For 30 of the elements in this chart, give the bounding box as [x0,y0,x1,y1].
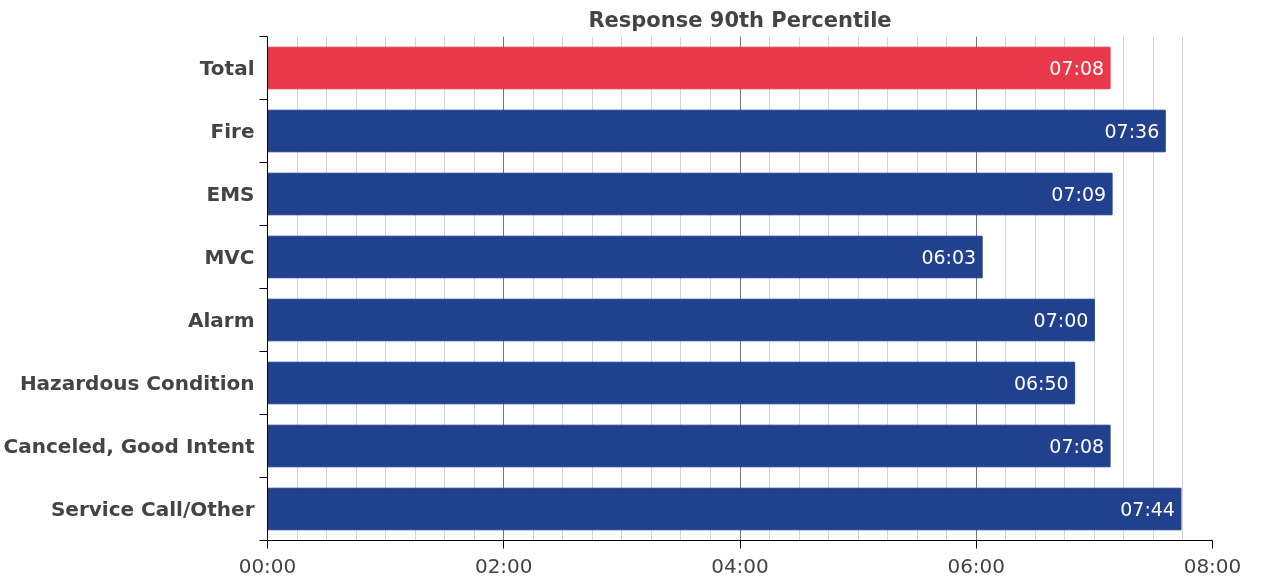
data-label: 06:50 [1013,372,1069,394]
bar [267,46,1111,90]
data-label: 07:08 [1049,57,1105,79]
data-label: 07:08 [1049,435,1105,457]
chart-title: Response 90th Percentile [588,7,892,32]
y-tick-label: Total [199,56,255,80]
y-tick-label: MVC [204,245,255,269]
x-tick-label: 08:00 [1183,553,1242,578]
bar [267,487,1182,531]
bar [267,361,1076,405]
data-label: 07:00 [1033,309,1089,331]
y-tick-label: Hazardous Condition [19,371,255,395]
data-label: 06:03 [921,246,977,268]
y-tick-label: Canceled, Good Intent [3,434,255,458]
bar [267,235,983,279]
data-label: 07:09 [1051,183,1107,205]
data-label: 07:44 [1120,498,1175,520]
x-tick-label: 04:00 [711,553,769,578]
bar [267,109,1166,153]
y-tick-label: Alarm [187,308,255,332]
bar [267,424,1111,468]
x-tick-label: 00:00 [238,553,297,578]
y-tick-label: EMS [206,182,255,206]
y-tick-label: Fire [210,119,255,143]
x-tick-label: 02:00 [474,553,533,578]
bar [267,298,1095,342]
x-tick-label: 06:00 [947,553,1006,578]
y-tick-label: Service Call/Other [50,497,255,521]
bar [267,172,1113,216]
data-label: 07:36 [1104,120,1160,142]
